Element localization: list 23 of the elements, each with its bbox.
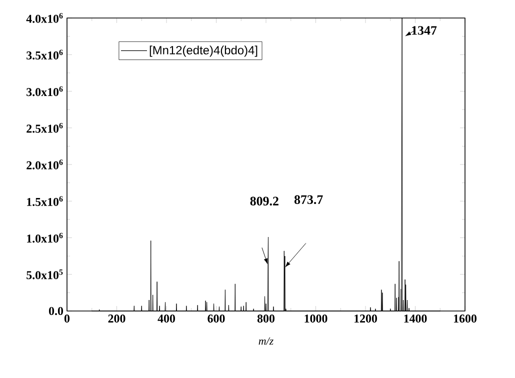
y-tick-label: 2.0x10$^{6}$: [26, 160, 63, 170]
x-tick-label: 200: [108, 314, 126, 323]
x-tick-label: 600: [208, 314, 225, 323]
y-tick-label: 1.0x10$^{6}$: [27, 232, 63, 243]
y-tick-label: 1.5x10$^{6}$: [27, 196, 63, 206]
x-tick-label: 1000: [304, 314, 328, 323]
y-tick-label: 2.5x10$^{6}$: [26, 122, 63, 133]
legend-label: [Mn12(edte)4(bdo)4]: [150, 46, 258, 57]
x-tick-label: 1400: [404, 314, 427, 323]
y-tick-label: 0.0: [48, 306, 64, 316]
x-axis-title: m/z: [258, 337, 274, 345]
y-tick-label: 5.0x10$^{5}$: [26, 270, 63, 280]
y-tick-label: 4.0x10$^{6}$: [26, 13, 63, 23]
x-tick-label: 1200: [354, 314, 377, 323]
x-tick-label: 800: [257, 314, 275, 323]
x-tick-label: 400: [158, 314, 176, 323]
y-tick-label: 3.5x10$^{6}$: [26, 50, 63, 60]
x-tick-label: 1600: [454, 314, 476, 323]
annotation: 809.2: [250, 196, 278, 206]
annotation: 873.7: [294, 195, 323, 204]
y-tick-label: 3.0x10$^{6}$: [26, 86, 63, 96]
annotation: 1347: [412, 26, 437, 35]
x-tick-label: 0: [64, 314, 70, 323]
